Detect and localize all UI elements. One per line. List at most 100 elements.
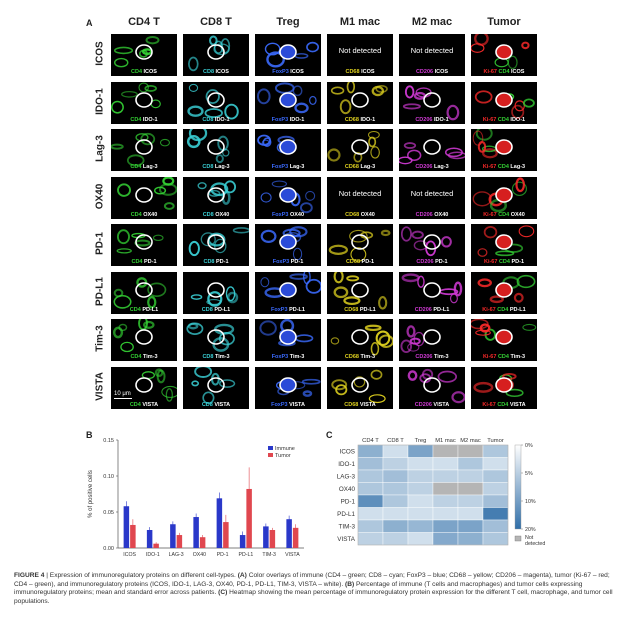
micrograph-m2-mac-lag-3: CD206 Lag-3	[399, 129, 465, 171]
protein-label: PD-1	[361, 259, 375, 265]
marker-label-ki-67: Ki-67	[482, 306, 498, 313]
micrograph-label: CD4 Lag-3	[113, 164, 175, 170]
protein-label: OX40	[360, 211, 375, 218]
micrograph-label: Ki-67 CD4 PD-L1	[473, 307, 535, 313]
heatmap-column-label: M2 mac	[460, 438, 481, 444]
marker-label-ki-67: Ki-67	[482, 354, 498, 360]
micrograph-m1-mac-ido-1: CD68 IDO-1	[327, 81, 393, 124]
colorbar-tick-label: 0%	[525, 443, 533, 449]
micrograph-label: CD8 ICOS	[185, 69, 247, 75]
marker-label-cd68: CD68	[344, 164, 361, 170]
micrograph-cd4-t-pd-l1: CD4 PD-L1	[111, 271, 177, 314]
marker-label-cd206: CD206	[415, 211, 435, 218]
micrograph-label: CD206 Tim-3	[401, 354, 463, 360]
heatmap-cell	[482, 469, 509, 483]
protein-label: Tim-3	[434, 354, 449, 360]
micrograph-m2-mac-tim-3: CD206 Tim-3	[399, 319, 465, 361]
heatmap-chart: CD4 T CD8 T Treg M1 mac M2 mac Tumor ICOS IDO-1…	[337, 438, 546, 547]
protein-label: VISTA	[359, 401, 376, 408]
marker-label-cd4: CD4	[131, 259, 144, 265]
micrograph-cd4-t-ox40: CD4 OX40	[111, 176, 177, 219]
heatmap-cell	[432, 507, 459, 521]
protein-label: Lag-3	[433, 164, 449, 170]
marker-label-cd8: CD8	[202, 164, 215, 170]
heatmap-column-label: M1 mac	[435, 438, 456, 444]
heatmap-cell	[432, 519, 459, 533]
protein-label: PD-L1	[433, 306, 450, 313]
colorbar-tick-label: 5%	[525, 471, 533, 477]
protein-label: PD-1	[511, 259, 525, 265]
marker-label-cd8: CD8	[202, 211, 216, 218]
protein-label: OX40	[215, 211, 230, 218]
micrograph-label: CD4 ICOS	[113, 69, 175, 75]
micrograph-treg-pd-l1: FoxP3 PD-L1	[255, 271, 321, 314]
micrograph-tumor-ox40: Ki-67 CD4 OX40	[471, 176, 537, 219]
marker-label-ki-67: Ki-67	[482, 164, 498, 170]
heatmap-cell	[407, 507, 434, 521]
heatmap-column-label: CD4 T	[362, 438, 379, 444]
heatmap-column-label: Tumor	[487, 438, 504, 444]
heatmap-cell	[357, 494, 384, 508]
caption-label: FIGURE 4	[14, 572, 45, 579]
micrograph-m1-mac-tim-3: CD68 Tim-3	[327, 319, 393, 361]
heatmap-cell	[457, 532, 484, 546]
protein-label: IDO-1	[360, 116, 376, 123]
bar-immune	[286, 519, 292, 548]
micrograph-label: Ki-67 CD4 VISTA	[473, 402, 535, 408]
fluorescence-overlay	[477, 225, 535, 257]
protein-label: Lag-3	[289, 164, 305, 170]
heatmap-row-label: PD-L1	[337, 511, 355, 518]
marker-label-cd4: CD4	[130, 164, 143, 170]
micrograph-label: Ki-67 CD4 ICOS	[473, 69, 535, 75]
fluorescence-overlay	[191, 366, 236, 404]
marker-label-foxp3: FoxP3	[272, 259, 291, 265]
marker-label-ki-67: Ki-67	[482, 116, 498, 123]
fluorescence-overlay	[113, 35, 160, 68]
fluorescence-overlay	[260, 271, 321, 298]
heatmap-cell	[457, 469, 484, 483]
marker-label-ki-67: Ki-67	[482, 401, 498, 408]
marker-label-cd206: CD206	[414, 401, 434, 408]
heatmap-cell	[482, 532, 509, 546]
marker-label-cd8: CD8	[202, 116, 215, 123]
fluorescence-overlay	[473, 372, 524, 397]
fluorescence-overlay	[330, 324, 393, 356]
heatmap-row-label: LAG-3	[337, 473, 356, 480]
fluorescence-overlay	[260, 226, 308, 261]
protein-label: VISTA	[214, 401, 231, 408]
heatmap-cell	[457, 457, 484, 471]
heatmap-cell	[357, 519, 384, 533]
heatmap-cell	[407, 482, 434, 496]
micrograph-cd8-t-icos: CD8 ICOS	[183, 34, 249, 76]
fluorescence-overlay	[472, 129, 513, 159]
micrograph-label: FoxP3 PD-L1	[257, 307, 319, 313]
bar-tumor	[153, 543, 159, 548]
marker-label-cd8: CD8	[201, 401, 215, 408]
micrograph-label: CD8 IDO-1	[185, 117, 247, 123]
marker-label-foxp3: FoxP3	[271, 401, 290, 408]
protein-label: Tim-3	[214, 354, 230, 360]
micrograph-cd8-t-vista: CD8 VISTA	[183, 366, 249, 409]
heatmap-cell	[432, 469, 459, 483]
micrograph-label: CD4 Tim-3	[113, 354, 175, 360]
heatmap-column-label: Treg	[415, 438, 427, 444]
fluorescence-overlay	[186, 322, 235, 352]
micrograph-label: CD8 VISTA	[185, 402, 247, 408]
panel-b-letter: B	[86, 430, 93, 440]
x-tick-label: ICOS	[123, 552, 136, 558]
bar-tumor	[269, 530, 276, 548]
marker-label-cd4: CD4	[498, 211, 511, 218]
protein-label: PD-1	[435, 259, 448, 265]
heatmap-cell	[482, 457, 509, 471]
protein-label: PD-L1	[142, 306, 159, 313]
protein-label: PD-L1	[214, 306, 231, 313]
micrograph-cd8-t-pd-l1: CD8 PD-L1	[183, 271, 249, 314]
marker-label-cd68: CD68	[345, 69, 362, 75]
not-detected-label: Not	[525, 535, 534, 541]
protein-label: ICOS	[361, 69, 375, 75]
protein-label: Tim-3	[510, 354, 526, 360]
micrograph-label: FoxP3 OX40	[257, 212, 319, 218]
bar-immune	[170, 524, 176, 548]
fluorescence-overlay	[112, 319, 155, 353]
micrograph-label: CD8 Tim-3	[185, 354, 247, 360]
